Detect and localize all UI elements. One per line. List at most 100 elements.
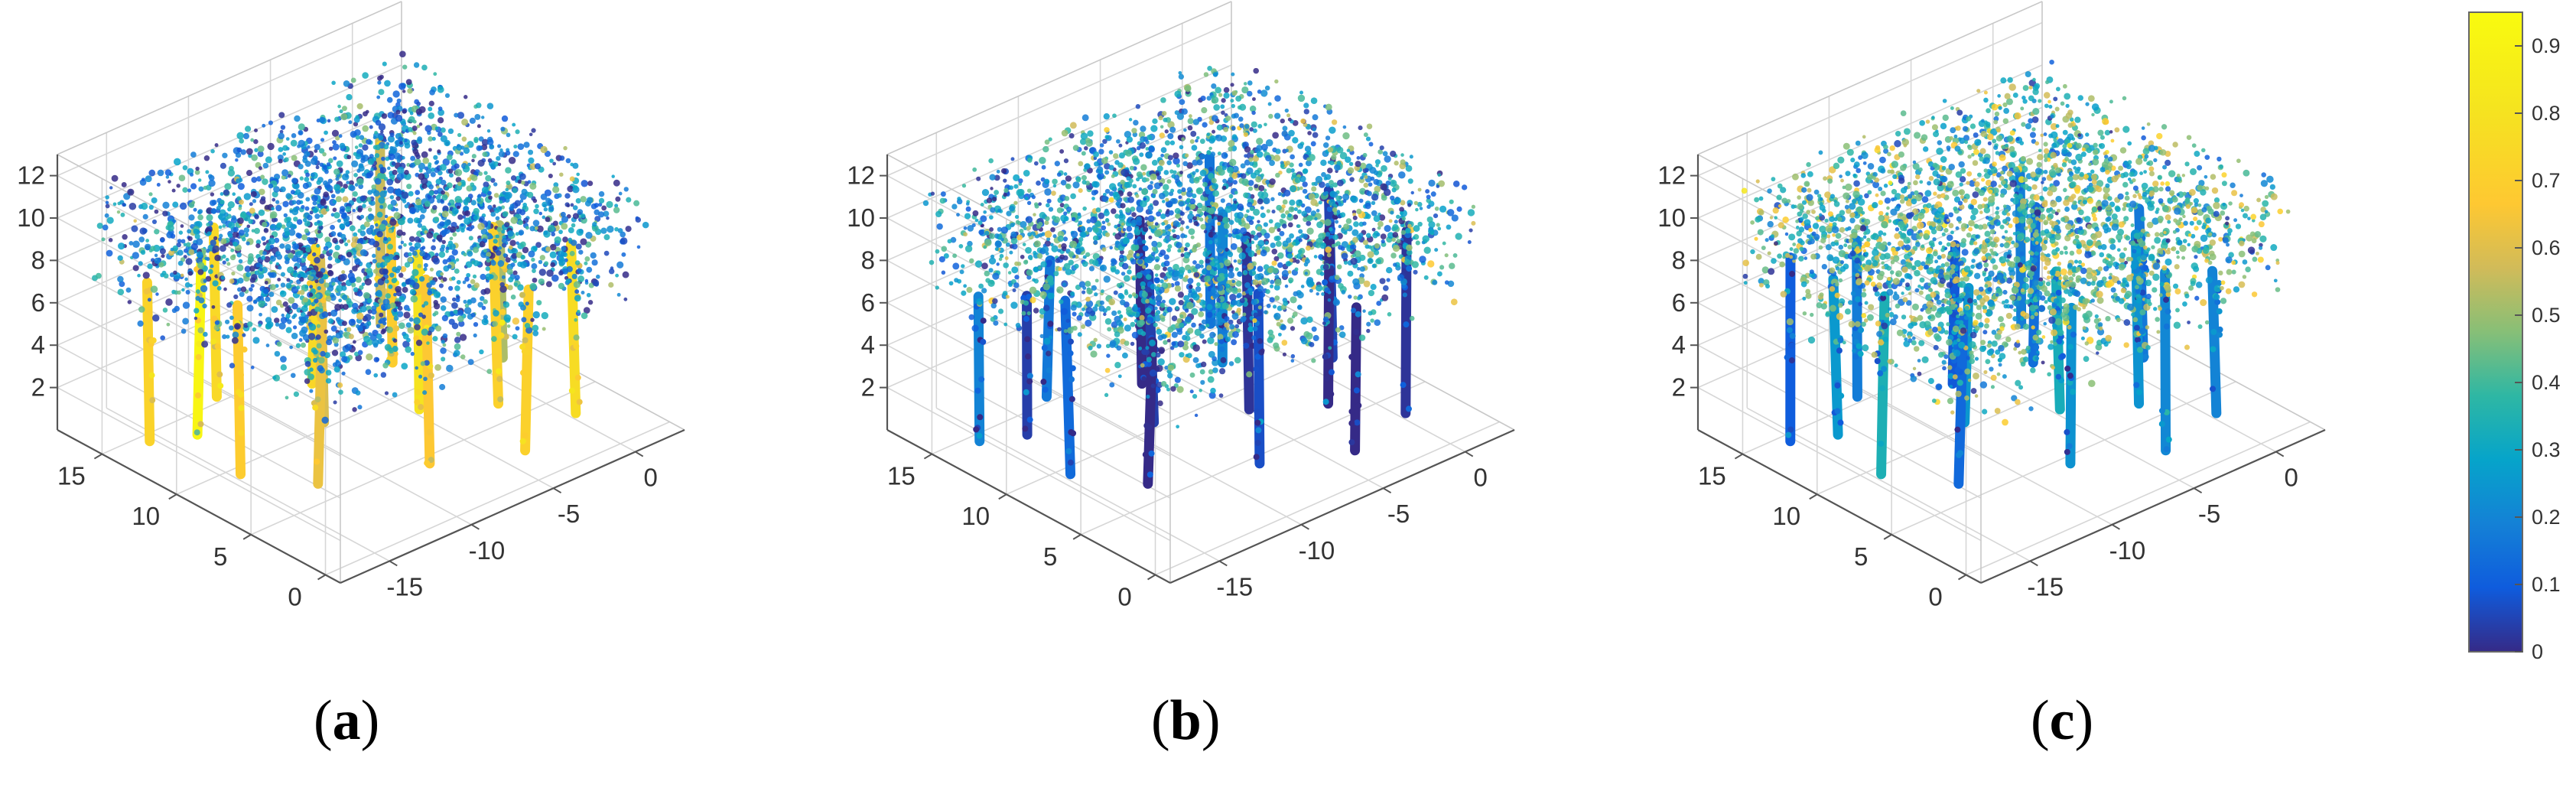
canopy-point (1104, 170, 1110, 175)
canopy-point (1394, 161, 1399, 166)
canopy-point (434, 311, 439, 316)
canopy-point (1173, 220, 1179, 227)
canopy-point (538, 211, 543, 216)
canopy-point (963, 226, 968, 230)
canopy-point (463, 95, 468, 99)
canopy-point (1341, 290, 1346, 295)
canopy-point (236, 147, 242, 153)
x-tick-mark (1383, 487, 1392, 494)
canopy-point (1183, 295, 1190, 301)
canopy-point (269, 256, 276, 262)
canopy-point (1077, 332, 1082, 337)
canopy-point (160, 335, 166, 341)
canopy-point (373, 190, 380, 197)
canopy-point (1390, 195, 1395, 201)
canopy-point (421, 225, 427, 231)
canopy-point (1461, 184, 1468, 190)
canopy-point (576, 228, 584, 236)
canopy-point (523, 142, 530, 148)
canopy-point (1200, 223, 1206, 230)
canopy-point (1048, 137, 1052, 142)
canopy-point (532, 277, 538, 283)
canopy-point (1072, 311, 1077, 317)
canopy-point (285, 396, 289, 400)
canopy-point (1084, 146, 1088, 151)
canopy-point (249, 277, 256, 283)
canopy-point (1176, 317, 1182, 324)
canopy-point (608, 282, 614, 288)
canopy-point (387, 166, 391, 171)
canopy-point (1134, 229, 1141, 236)
canopy-point (335, 177, 340, 181)
canopy-point (389, 348, 394, 354)
canopy-point (1131, 331, 1139, 339)
canopy-point (1280, 213, 1286, 219)
canopy-point (1426, 194, 1431, 200)
canopy-point (309, 210, 314, 215)
canopy-point (392, 169, 398, 175)
canopy-point (1172, 233, 1177, 239)
trunk-point (1042, 386, 1049, 393)
canopy-point (357, 350, 363, 356)
z-tick-label: 4 (861, 330, 875, 359)
canopy-point (959, 269, 964, 275)
canopy-point (233, 226, 239, 233)
canopy-point (1159, 182, 1163, 187)
canopy-point (398, 296, 405, 303)
canopy-point (536, 300, 542, 306)
canopy-point (1264, 241, 1269, 245)
canopy-point (342, 106, 347, 112)
canopy-point (1263, 197, 1270, 205)
canopy-point (1282, 199, 1288, 205)
canopy-point (207, 231, 212, 236)
canopy-point (145, 175, 152, 183)
canopy-point (505, 257, 511, 263)
canopy-point (147, 263, 153, 269)
canopy-point (984, 270, 990, 277)
canopy-point (1194, 413, 1199, 418)
canopy-point (1069, 122, 1077, 129)
canopy-point (203, 155, 210, 161)
canopy-point (570, 203, 574, 207)
canopy-point (1160, 302, 1166, 308)
canopy-point (284, 157, 289, 162)
canopy-point (1439, 205, 1447, 213)
canopy-point (482, 151, 488, 158)
canopy-point (1263, 310, 1268, 314)
canopy-point (346, 181, 350, 184)
canopy-point (440, 127, 446, 133)
canopy-point (1020, 255, 1025, 259)
canopy-point (379, 317, 385, 324)
canopy-point (1155, 295, 1163, 302)
canopy-point (1223, 126, 1229, 132)
canopy-point (366, 262, 372, 269)
canopy-point (321, 311, 329, 318)
canopy-point (1247, 80, 1253, 86)
canopy-point (343, 220, 350, 226)
canopy-point (460, 145, 465, 150)
canopy-point (375, 119, 382, 126)
canopy-point (587, 181, 594, 187)
canopy-point (1362, 221, 1367, 226)
canopy-point (242, 132, 249, 140)
canopy-point (574, 289, 580, 295)
canopy-point (1177, 291, 1184, 298)
canopy-point (1329, 275, 1334, 280)
canopy-point (194, 316, 198, 321)
canopy-point (1406, 244, 1413, 252)
canopy-point (1167, 155, 1173, 161)
canopy-point (1108, 150, 1114, 155)
canopy-point (440, 347, 447, 354)
canopy-point (1266, 303, 1271, 308)
canopy-point (1342, 199, 1347, 203)
trunk-point (1068, 376, 1075, 382)
canopy-point (1153, 264, 1161, 271)
canopy-point (1281, 340, 1288, 346)
canopy-point (272, 376, 277, 380)
canopy-point (1215, 86, 1221, 94)
canopy-point (1412, 236, 1416, 240)
canopy-point (413, 317, 421, 325)
canopy-point (375, 223, 379, 227)
canopy-point (239, 291, 245, 298)
canopy-point (981, 288, 987, 294)
